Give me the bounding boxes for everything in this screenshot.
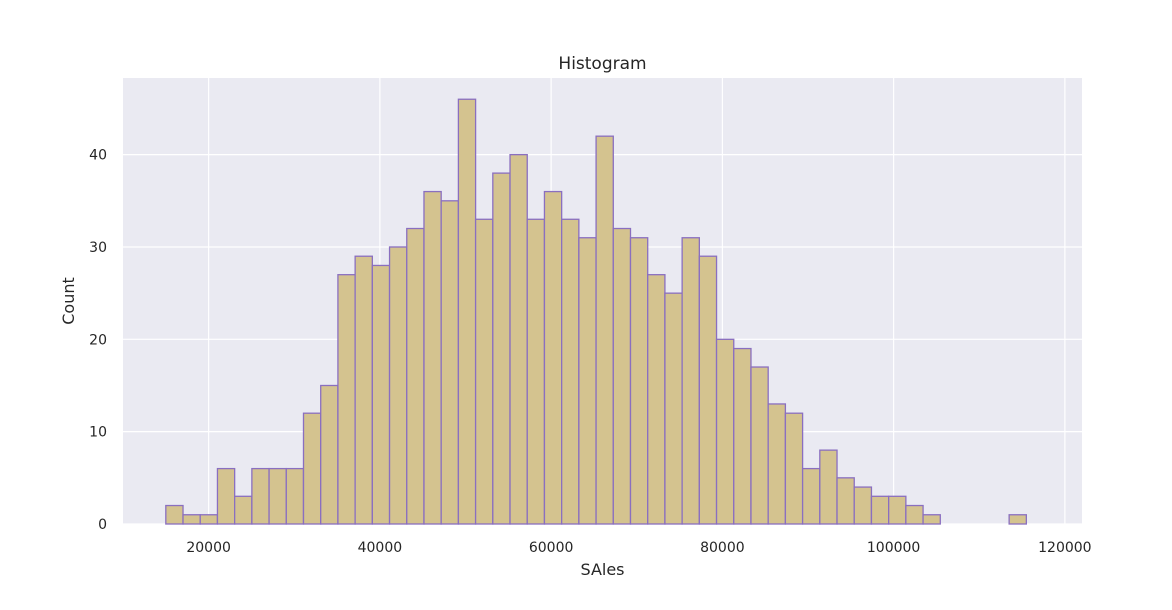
histogram-bar — [1008, 514, 1027, 525]
histogram-bar — [612, 227, 632, 525]
histogram-bar — [492, 172, 511, 525]
histogram-bar — [767, 403, 787, 525]
histogram-bar — [681, 237, 700, 525]
y-tick-label: 20 — [89, 332, 107, 348]
histogram-bar — [905, 504, 924, 525]
histogram-bar — [629, 237, 649, 525]
x-axis-label: SAles — [580, 560, 624, 579]
histogram-bar — [801, 467, 821, 525]
histogram-bar — [440, 200, 460, 525]
y-tick-label: 0 — [98, 517, 107, 533]
histogram-bar — [457, 98, 477, 525]
histogram-bar — [388, 246, 408, 525]
x-tick-label: 80000 — [700, 540, 745, 556]
x-axis-ticks: 20000 40000 60000 80000 100000 120000 — [186, 540, 1091, 556]
histogram-bar — [853, 486, 873, 525]
histogram-bar — [750, 366, 769, 525]
histogram-bar — [337, 274, 356, 525]
histogram-bar — [423, 190, 442, 525]
histogram-bar — [836, 477, 855, 525]
histogram-bar — [165, 504, 184, 525]
histogram-bar — [406, 227, 425, 525]
histogram-bar — [870, 495, 890, 525]
histogram-bar — [251, 467, 270, 525]
x-tick-label: 100000 — [867, 540, 920, 556]
histogram-bar — [595, 135, 614, 525]
x-tick-label: 60000 — [529, 540, 574, 556]
histogram-bar — [509, 153, 528, 525]
histogram-bar — [354, 255, 373, 525]
y-tick-label: 40 — [89, 148, 107, 164]
x-tick-label: 20000 — [186, 540, 231, 556]
histogram-bar — [647, 274, 666, 525]
histogram-bar — [216, 467, 236, 525]
y-axis-ticks: 0 10 20 30 40 — [89, 148, 107, 533]
histogram-bar — [715, 338, 735, 525]
histogram-bar — [320, 384, 339, 525]
histogram-bar — [664, 292, 683, 525]
histogram-bar — [922, 514, 941, 525]
histogram-bar — [784, 412, 804, 525]
x-tick-label: 120000 — [1038, 540, 1091, 556]
histogram-bar — [733, 347, 752, 525]
bars — [165, 98, 1027, 525]
histogram-bar — [182, 514, 201, 525]
histogram-bar — [526, 218, 546, 525]
histogram-bar — [199, 514, 219, 525]
y-axis-label: Count — [59, 277, 78, 325]
histogram-bar — [285, 467, 305, 525]
histogram-bar — [698, 255, 718, 525]
y-tick-label: 30 — [89, 240, 107, 256]
histogram-bar — [543, 190, 563, 525]
histogram-bar — [819, 449, 838, 525]
x-tick-label: 40000 — [358, 540, 403, 556]
histogram-bar — [268, 467, 287, 525]
histogram-bar — [561, 218, 580, 525]
histogram-bar — [371, 264, 391, 525]
histogram-bar — [474, 218, 494, 525]
histogram-bar — [578, 237, 597, 525]
histogram-bar — [302, 412, 322, 525]
chart-title: Histogram — [558, 54, 646, 74]
y-tick-label: 10 — [89, 425, 107, 441]
histogram-bar — [888, 495, 907, 525]
histogram-bar — [234, 495, 253, 525]
